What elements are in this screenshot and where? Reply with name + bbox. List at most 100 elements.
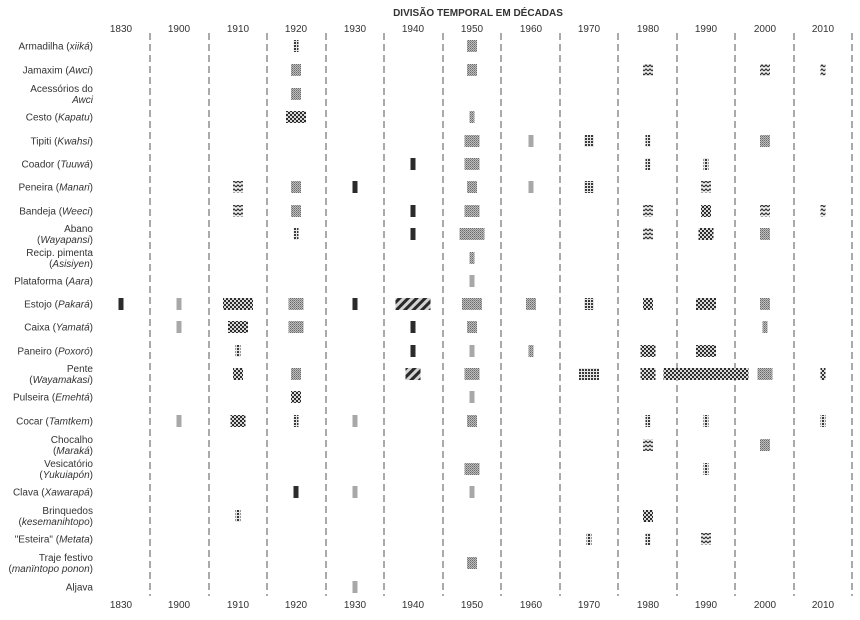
bar-mark [464,463,480,475]
bar-mark [467,40,477,52]
bar-mark [645,415,651,427]
bar-mark [469,111,475,123]
bar-mark [395,298,431,310]
bar-mark [176,321,182,333]
bar-mark [586,533,592,545]
bar-mark [526,298,536,310]
bar-mark [118,298,124,310]
bar-mark [291,64,301,76]
row-label: Pente [67,364,94,375]
x-tick-label-bottom: 2010 [812,600,835,611]
bar-mark [464,205,480,217]
x-tick-label-bottom: 2000 [754,600,777,611]
x-tick-label-top: 1960 [520,24,543,35]
bar-mark [228,321,248,333]
bar-mark [663,368,749,380]
row-label: "Esteira" (Metata) [15,535,93,546]
bar-mark [233,368,243,380]
bar-mark [643,64,653,76]
bar-marks [118,40,826,593]
bar-mark [696,345,716,357]
bar-mark [288,321,304,333]
row-label-line2: (Asisiyen) [49,259,93,270]
row-label: Aljava [66,583,94,594]
row-label: Chocalho [51,435,94,446]
bar-mark [584,298,594,310]
decade-separators [149,33,853,596]
bar-mark [464,368,480,380]
row-label-line2: (Wayapansi) [37,235,93,246]
bar-mark [410,321,416,333]
bar-mark [176,298,182,310]
x-tick-label-top: 1900 [168,24,191,35]
bar-mark [467,321,477,333]
row-label: Recip. pimenta [26,248,93,259]
bar-mark [291,391,301,403]
bar-mark [352,486,358,498]
bar-mark [584,135,594,147]
bar-mark [469,391,475,403]
row-label: Tipiti (Kwahsi) [31,137,93,148]
bar-mark [293,40,299,52]
bar-mark [176,415,182,427]
bar-mark [528,135,534,147]
chart-title: DIVISÃO TEMPORAL EM DÉCADAS [393,6,563,19]
row-label: Cesto (Kapatu) [26,113,93,124]
x-tick-label-top: 1830 [110,24,133,35]
row-label: Vesicatório [44,459,93,470]
bar-mark [462,298,482,310]
bar-mark [584,181,594,193]
bar-mark [760,135,770,147]
row-label: Cocar (Tamtkem) [16,417,93,428]
bar-mark [293,228,299,240]
bar-mark [352,181,358,193]
row-label-line2: (Wayamakasi) [29,375,93,386]
bar-mark [291,88,301,100]
bar-mark [469,345,475,357]
bar-mark [643,439,653,451]
bar-mark [464,158,480,170]
bar-mark [235,345,241,357]
bar-mark [459,228,485,240]
x-tick-label-bottom: 1920 [285,600,308,611]
bar-mark [291,368,301,380]
x-tick-label-top: 1930 [344,24,367,35]
bar-mark [464,135,480,147]
row-labels: Armadilha (xiiká) Jamaxim (Awci) Acessório… [8,42,93,594]
row-label: Pulseira (Emehtá) [13,393,93,404]
bar-mark [820,64,826,76]
x-tick-label-top: 1940 [402,24,425,35]
bar-mark [467,557,477,569]
bar-mark [352,298,358,310]
row-label: Jamaxim (Awci) [23,66,93,77]
bar-mark [467,415,477,427]
bar-mark [645,158,651,170]
row-label: Brinquedos [42,506,93,517]
bar-mark [820,368,826,380]
bar-mark [643,205,653,217]
bar-mark [643,510,653,522]
row-label: Caixa (Yamatá) [24,323,93,334]
row-label-line2: (kesemanihtopo) [18,517,93,528]
row-label-line2: Awci [71,95,94,106]
bar-mark [703,158,709,170]
bar-mark [640,368,656,380]
row-label: Plataforma (Aara) [14,277,93,288]
row-label: Traje festivo [39,553,94,564]
bar-mark [760,228,770,240]
bar-mark [703,415,709,427]
bar-mark [293,415,299,427]
bar-mark [467,64,477,76]
bar-mark [410,158,416,170]
bar-mark [233,181,243,193]
row-label-line2: (Yukuiapón) [39,470,93,481]
bar-mark [528,181,534,193]
x-tick-label-bottom: 1950 [461,600,484,611]
bar-mark [467,181,477,193]
bar-mark [579,368,599,380]
row-label: Bandeja (Weeci) [19,207,93,218]
bar-mark [696,298,716,310]
bar-mark [230,415,246,427]
bar-mark [645,533,651,545]
